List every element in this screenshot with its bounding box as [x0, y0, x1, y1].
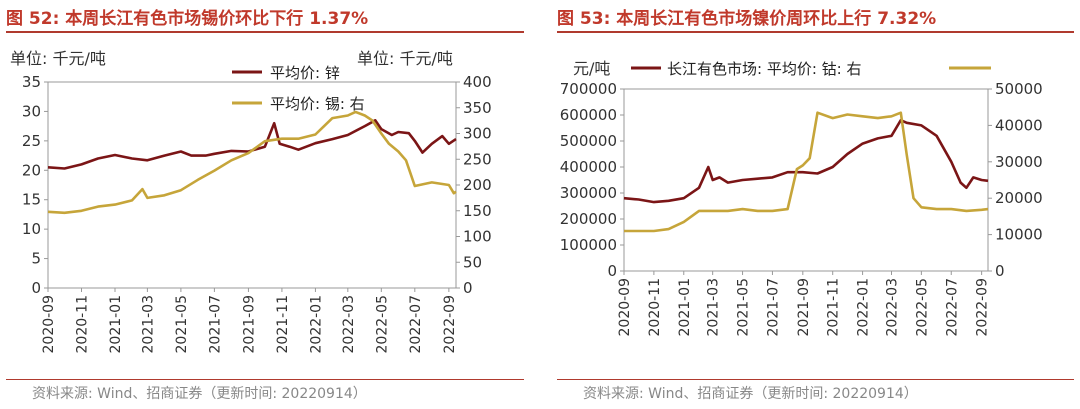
x-tick-label: 2020-09: [617, 278, 633, 337]
figure-title: 图 53: 本周长江有色市场镍价周环比上行 7.32%: [557, 9, 937, 29]
x-tick-label: 2021-09: [796, 278, 812, 337]
legend-label-0: 平均价: 锌: [270, 64, 340, 82]
source-note: 资料来源: Wind、招商证券（更新时间: 20220914）: [32, 386, 367, 402]
right-tick-label: 0: [995, 262, 1005, 280]
right-tick-label: 250: [463, 150, 492, 168]
figure-title: 图 52: 本周长江有色市场锡价环比下行 1.37%: [6, 9, 369, 29]
left-tick-label: 30: [22, 102, 41, 120]
right-tick-label: 300: [463, 125, 492, 143]
right-tick-label: 40000: [995, 116, 1043, 134]
left-tick-label: 100000: [560, 236, 617, 254]
title-divider: [6, 31, 524, 33]
x-tick-label: 2021-05: [736, 278, 752, 337]
series-line-0: [47, 119, 457, 170]
left-tick-label: 200000: [560, 210, 617, 228]
plot-frame: [47, 81, 457, 289]
left-axis-unit: 单位: 千元/吨: [10, 49, 106, 68]
x-tick-label: 2021-03: [140, 295, 156, 354]
right-tick-label: 350: [463, 99, 492, 117]
right-tick-label: 0: [463, 279, 473, 297]
x-tick-label: 2022-05: [914, 278, 930, 337]
right-tick-label: 150: [463, 202, 492, 220]
left-tick-label: 400000: [560, 158, 617, 176]
series-line-1: [624, 111, 989, 233]
source-note: 资料来源: Wind、招商证券（更新时间: 20220914）: [583, 386, 918, 402]
source-divider: [6, 379, 524, 380]
x-tick-label: 2021-07: [765, 278, 781, 337]
left-tick-label: 0: [31, 279, 41, 297]
series-line-0: [623, 118, 989, 204]
right-tick-label: 200: [463, 176, 492, 194]
chart-panel-tin: 图 52: 本周长江有色市场锡价环比下行 1.37% 单位: 千元/吨 单位: …: [0, 0, 530, 409]
left-tick-label: 20: [22, 161, 41, 179]
left-tick-label: 10: [22, 220, 41, 238]
left-tick-label: 300000: [560, 184, 617, 202]
right-tick-label: 20000: [995, 189, 1043, 207]
x-tick-label: 2021-11: [275, 295, 291, 354]
right-tick-label: 50: [463, 253, 482, 271]
x-tick-label: 2021-03: [706, 278, 722, 337]
tin-zinc-chart: 单位: 千元/吨 单位: 千元/吨 0510152025303505010015…: [10, 49, 492, 354]
left-tick-label: 0: [607, 262, 617, 280]
left-tick-label: 25: [22, 132, 41, 150]
plot-frame: [623, 88, 989, 272]
x-tick-label: 2021-07: [207, 295, 223, 354]
right-tick-label: 10000: [995, 226, 1043, 244]
x-tick-label: 2020-09: [41, 295, 57, 354]
x-tick-label: 2021-09: [241, 295, 257, 354]
x-tick-label: 2022-03: [341, 295, 357, 354]
left-tick-label: 600000: [560, 106, 617, 124]
x-tick-label: 2022-07: [944, 278, 960, 337]
right-tick-label: 400: [463, 73, 492, 91]
x-tick-label: 2022-01: [308, 295, 324, 354]
x-tick-label: 2020-11: [647, 278, 663, 337]
x-tick-label: 2022-07: [408, 295, 424, 354]
left-axis-unit: 元/吨: [573, 59, 610, 78]
left-tick-label: 15: [22, 191, 41, 209]
left-tick-label: 35: [22, 73, 41, 91]
right-tick-label: 50000: [995, 80, 1043, 98]
x-tick-label: 2022-09: [442, 295, 458, 354]
legend-label-0: 长江有色市场: 平均价: 钴: 右: [667, 60, 861, 78]
source-divider: [557, 379, 1074, 380]
right-axis-unit: 单位: 千元/吨: [357, 49, 453, 68]
x-tick-label: 2022-01: [856, 278, 872, 337]
x-tick-label: 2020-11: [74, 295, 90, 354]
title-divider: [557, 31, 1074, 33]
series-line-1: [47, 110, 457, 215]
left-tick-label: 700000: [560, 80, 617, 98]
x-tick-label: 2021-11: [826, 278, 842, 337]
x-tick-label: 2022-05: [374, 295, 390, 354]
x-tick-label: 2021-05: [174, 295, 190, 354]
right-tick-label: 100: [463, 228, 492, 246]
right-tick-label: 30000: [995, 153, 1043, 171]
x-tick-label: 2021-01: [677, 278, 693, 337]
left-tick-label: 5: [31, 250, 41, 268]
legend-label-1: 平均价: 锡: 右: [270, 95, 365, 113]
nickel-cobalt-chart: 元/吨 010000020000030000040000050000060000…: [560, 59, 1043, 337]
chart-panel-nickel: 图 53: 本周长江有色市场镍价周环比上行 7.32% 元/吨 0 100000 2…: [551, 0, 1080, 409]
left-tick-label: 500000: [560, 132, 617, 150]
x-tick-label: 2021-01: [108, 295, 124, 354]
x-tick-label: 2022-03: [884, 278, 900, 337]
x-tick-label: 2022-09: [975, 278, 991, 337]
